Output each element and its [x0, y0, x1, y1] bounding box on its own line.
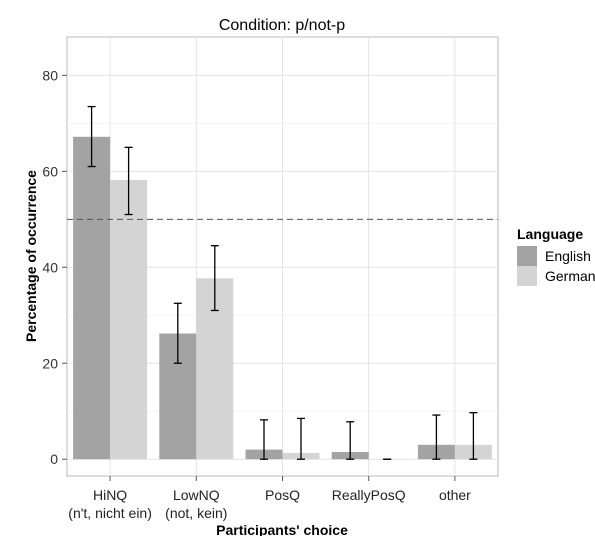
bar-german: [110, 180, 147, 459]
x-tick-label: LowNQ: [173, 487, 220, 503]
y-tick-label: 0: [50, 451, 58, 467]
x-axis: HiNQ (n't, nicht ein) LowNQ (not, kein) PosQ…: [68, 476, 471, 521]
x-axis-title: Participants' choice: [216, 522, 348, 536]
x-tick-sublabel: (not, kein): [165, 505, 227, 521]
x-tick-sublabel: (n't, nicht ein): [68, 505, 152, 521]
legend-swatch-english: [517, 246, 537, 266]
x-tick-label: ReallyPosQ: [332, 487, 406, 503]
y-tick-label: 80: [42, 67, 58, 83]
legend-label: German: [545, 268, 595, 284]
y-tick-label: 40: [42, 259, 58, 275]
legend-title: Language: [517, 226, 583, 242]
bar-english: [73, 137, 110, 459]
y-tick-label: 60: [42, 163, 58, 179]
x-tick-label: HiNQ: [93, 487, 127, 503]
legend: Language English German: [517, 226, 595, 286]
legend-swatch-german: [517, 266, 537, 286]
chart-title: Condition: p/not-p: [219, 17, 345, 34]
x-tick-label: PosQ: [265, 487, 300, 503]
y-axis-title: Percentage of occurrence: [23, 170, 39, 342]
y-tick-label: 20: [42, 355, 58, 371]
legend-label: English: [545, 248, 591, 264]
x-tick-label: other: [439, 487, 471, 503]
y-axis: 0 20 40 60 80: [42, 67, 67, 467]
